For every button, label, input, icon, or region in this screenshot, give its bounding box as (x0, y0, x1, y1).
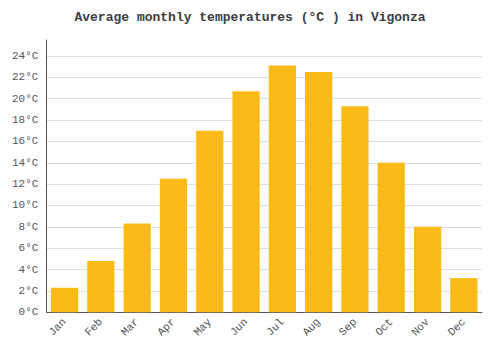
svg-text:Aug: Aug (300, 316, 322, 338)
svg-text:22°C: 22°C (12, 71, 39, 83)
svg-text:Apr: Apr (155, 316, 177, 338)
svg-text:Feb: Feb (83, 316, 105, 338)
svg-text:Jan: Jan (46, 316, 68, 338)
svg-text:Nov: Nov (409, 316, 432, 339)
svg-text:May: May (192, 316, 215, 339)
svg-text:12°C: 12°C (12, 178, 39, 190)
svg-text:Jun: Jun (228, 316, 250, 338)
svg-text:6°C: 6°C (19, 242, 39, 254)
svg-text:18°C: 18°C (12, 114, 39, 126)
svg-text:Average monthly temperatures (: Average monthly temperatures (°C ) in Vi… (74, 10, 425, 25)
svg-text:Dec: Dec (446, 316, 468, 338)
svg-text:24°C: 24°C (12, 50, 39, 62)
svg-text:16°C: 16°C (12, 135, 39, 147)
svg-text:10°C: 10°C (12, 199, 39, 211)
svg-text:8°C: 8°C (19, 221, 39, 233)
svg-text:Mar: Mar (119, 316, 141, 338)
svg-text:0°C: 0°C (19, 306, 39, 318)
svg-text:2°C: 2°C (19, 285, 39, 297)
svg-text:Sep: Sep (337, 316, 359, 338)
svg-text:Jul: Jul (264, 316, 286, 338)
svg-text:14°C: 14°C (12, 157, 39, 169)
svg-text:20°C: 20°C (12, 93, 39, 105)
svg-text:4°C: 4°C (19, 264, 39, 276)
svg-text:Oct: Oct (373, 316, 395, 338)
